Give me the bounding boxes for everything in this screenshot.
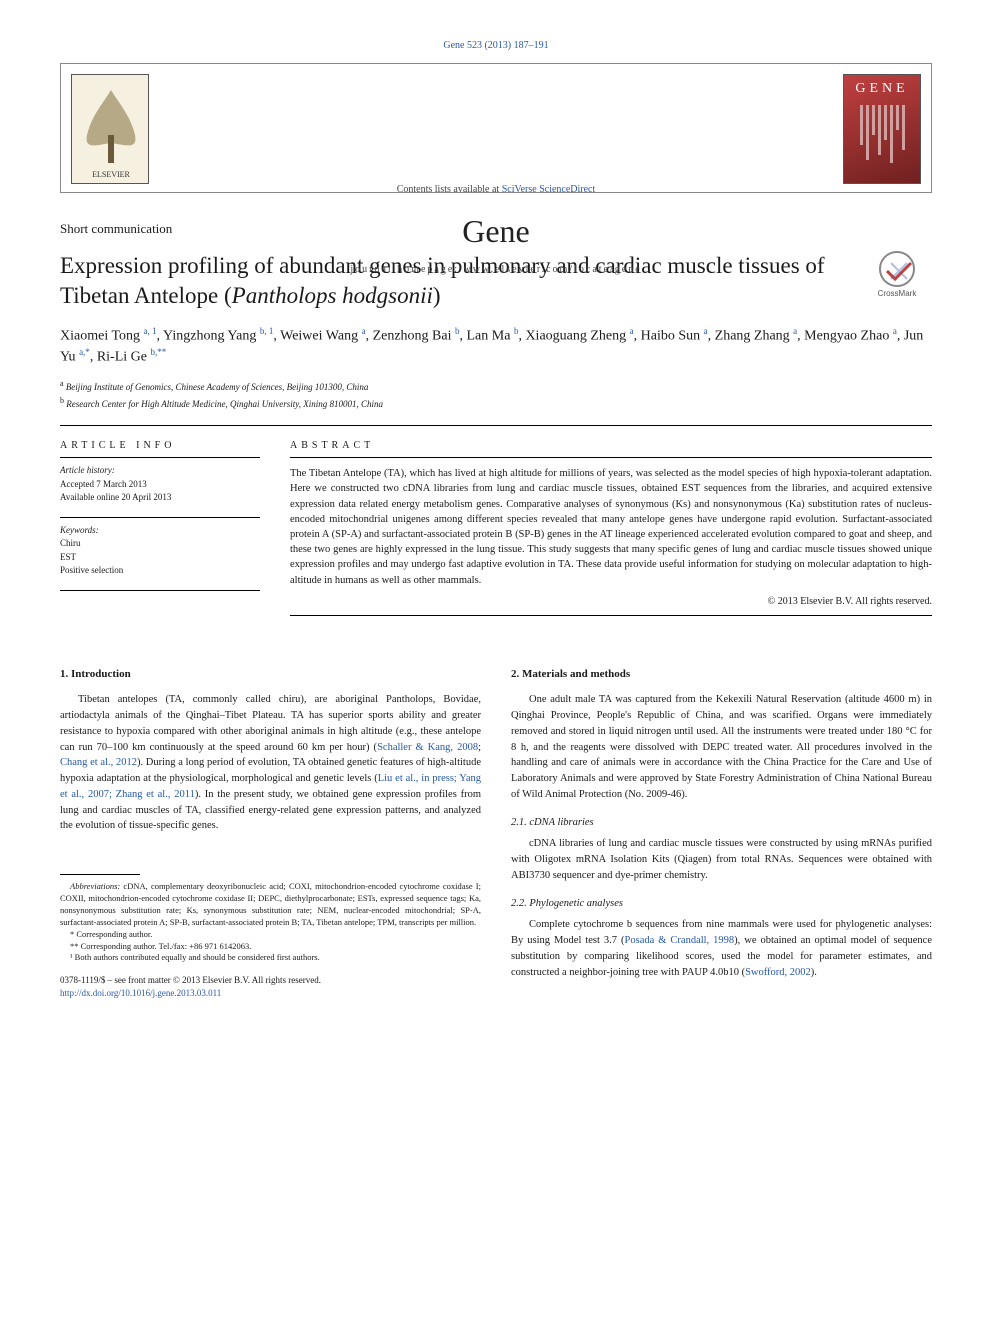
methods-p2: cDNA libraries of lung and cardiac muscl… [511, 836, 932, 883]
subsection-heading: 2.1. cDNA libraries [511, 815, 932, 831]
methods-p1: One adult male TA was captured from the … [511, 692, 932, 802]
abstract-copyright: © 2013 Elsevier B.V. All rights reserved… [290, 596, 932, 607]
journal-name: Gene [61, 213, 931, 250]
section-heading-methods: 2. Materials and methods [511, 666, 932, 683]
article-info: ARTICLE INFO Article history: Accepted 7… [60, 440, 260, 616]
article-info-heading: ARTICLE INFO [60, 440, 260, 451]
contents-available: Contents lists available at SciVerse Sci… [61, 184, 931, 195]
footnotes: Abbreviations: cDNA, complementary deoxy… [60, 881, 481, 964]
intro-paragraph: Tibetan antelopes (TA, commonly called c… [60, 692, 481, 834]
journal-homepage: journal homepage: www.elsevier.com/locat… [61, 264, 931, 275]
page-footer: 0378-1119/$ – see front matter © 2013 El… [60, 974, 481, 999]
author-list: Xiaomei Tong a, 1, Yingzhong Yang b, 1, … [60, 325, 932, 368]
methods-p3: Complete cytochrome b sequences from nin… [511, 917, 932, 980]
abstract-heading: ABSTRACT [290, 440, 932, 451]
doi-link[interactable]: http://dx.doi.org/10.1016/j.gene.2013.03… [60, 988, 221, 998]
citation-link[interactable]: Chang et al., 2012 [60, 757, 137, 768]
subsection-heading: 2.2. Phylogenetic analyses [511, 896, 932, 912]
journal-header: ELSEVIER Contents lists available at Sci… [60, 63, 932, 193]
abstract-text: The Tibetan Antelope (TA), which has liv… [290, 457, 932, 588]
right-column: 2. Materials and methods One adult male … [511, 666, 932, 1000]
svg-text:ELSEVIER: ELSEVIER [92, 170, 130, 179]
abstract: ABSTRACT The Tibetan Antelope (TA), whic… [290, 440, 932, 616]
citation-link[interactable]: Posada & Crandall, 1998 [625, 935, 735, 946]
elsevier-logo: ELSEVIER [71, 74, 149, 184]
sciencedirect-link[interactable]: SciVerse ScienceDirect [502, 184, 596, 195]
section-heading-intro: 1. Introduction [60, 666, 481, 683]
affiliations: a Beijing Institute of Genomics, Chinese… [60, 378, 932, 411]
gene-cover-icon: GENE [843, 74, 921, 184]
citation-link[interactable]: Schaller & Kang, 2008 [377, 742, 478, 753]
citation-link[interactable]: Swofford, 2002 [745, 967, 811, 978]
journal-citation: Gene 523 (2013) 187–191 [60, 40, 932, 51]
left-column: 1. Introduction Tibetan antelopes (TA, c… [60, 666, 481, 1000]
